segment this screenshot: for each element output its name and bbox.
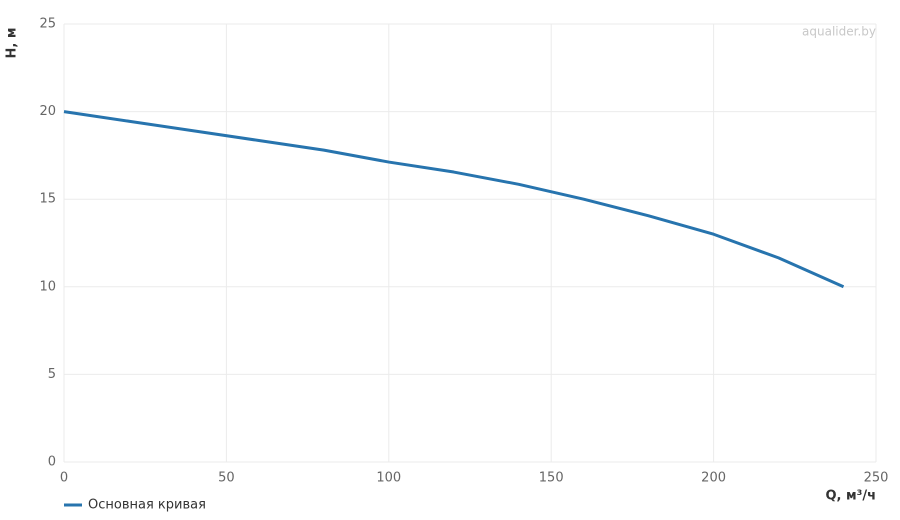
x-tick-label: 150 <box>539 471 564 486</box>
x-tick-label: 200 <box>701 471 726 486</box>
y-axis-title: H, м <box>5 28 20 59</box>
x-tick-label: 100 <box>376 471 401 486</box>
x-tick-label: 0 <box>60 471 68 486</box>
y-tick-label: 15 <box>39 192 56 207</box>
y-tick-label: 20 <box>39 104 56 119</box>
x-tick-label: 250 <box>864 471 889 486</box>
watermark: aqualider.by <box>802 25 876 39</box>
x-axis-title: Q, м³/ч <box>825 489 876 504</box>
y-tick-label: 10 <box>39 279 56 294</box>
line-series <box>63 110 845 289</box>
x-tick-label: 50 <box>218 471 235 486</box>
y-tick-label: 25 <box>39 17 56 32</box>
legend-label: Основная кривая <box>88 498 206 513</box>
y-tick-label: 0 <box>48 455 56 470</box>
y-tick-label: 5 <box>48 367 56 382</box>
